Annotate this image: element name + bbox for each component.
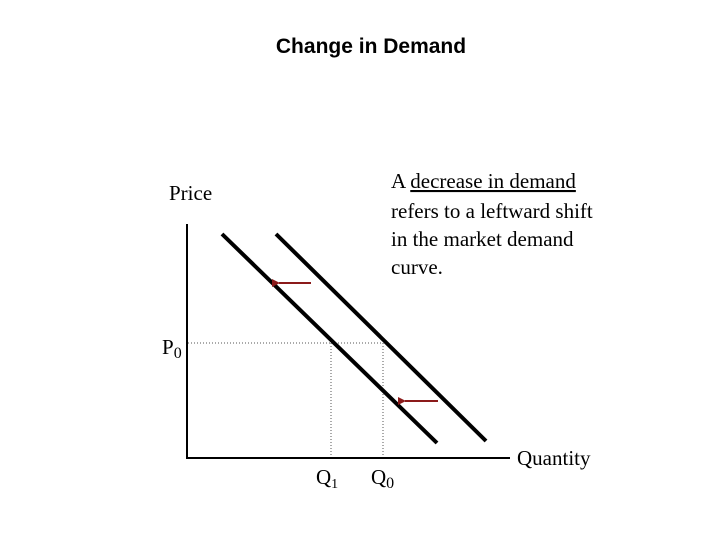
annotation-line: curve.	[391, 255, 443, 279]
quantity-main: Q	[316, 465, 331, 489]
quantity-label: Q0	[371, 465, 394, 492]
price-label: P0	[162, 335, 182, 362]
annotation-line: A decrease in demand	[391, 169, 576, 193]
quantity-label: Q1	[316, 465, 338, 492]
demand-curve	[220, 232, 439, 445]
annotation-line: refers to a leftward shift	[391, 199, 593, 223]
price-main: P	[162, 335, 174, 359]
annotation-underlined: decrease in demand	[410, 169, 576, 193]
quantity-sub: 1	[331, 477, 338, 492]
annotation-prefix: A	[391, 169, 407, 193]
quantity-sub: 0	[386, 475, 394, 492]
demand-curve	[274, 232, 488, 443]
annotation-line: in the market demand	[391, 227, 574, 251]
y-axis-label: Price	[169, 181, 212, 205]
x-axis-label: Quantity	[517, 446, 591, 470]
title: Change in Demand	[276, 35, 466, 58]
quantity-main: Q	[371, 465, 386, 489]
price-sub: 0	[174, 345, 182, 362]
